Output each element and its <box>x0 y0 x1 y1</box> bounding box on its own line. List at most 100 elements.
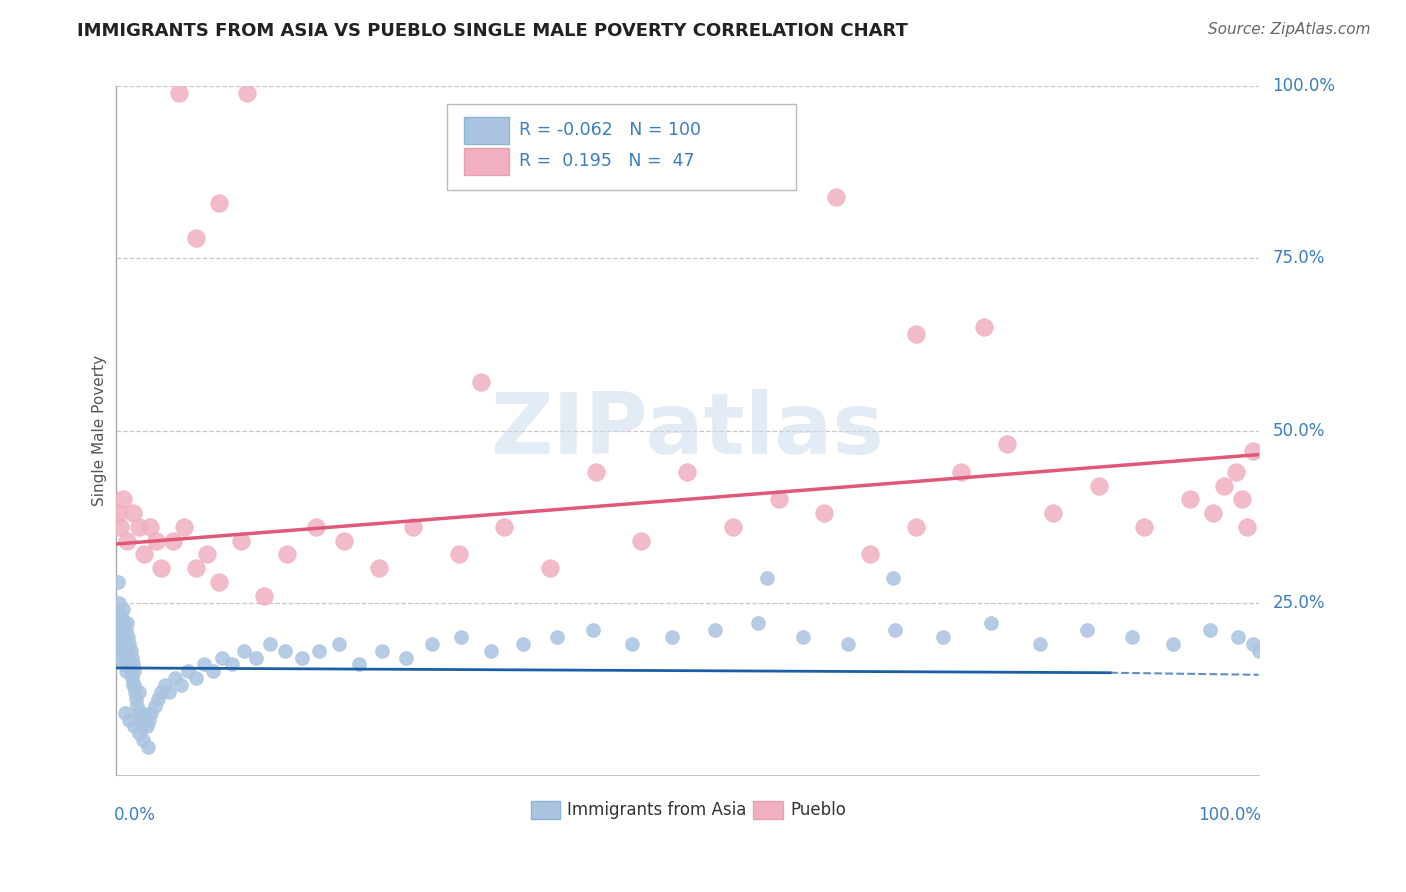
Point <box>995 437 1018 451</box>
Point <box>1161 637 1184 651</box>
Point <box>170 678 193 692</box>
Point <box>115 665 138 679</box>
Point <box>1241 637 1264 651</box>
Point <box>108 630 131 644</box>
Point <box>207 574 229 589</box>
Point <box>824 189 846 203</box>
Point <box>792 630 814 644</box>
Point <box>110 623 132 637</box>
Point <box>128 713 150 727</box>
Point <box>973 320 995 334</box>
Point <box>621 637 644 651</box>
Point <box>111 602 134 616</box>
Point <box>111 643 134 657</box>
Point <box>135 719 157 733</box>
Point <box>232 643 254 657</box>
Point <box>184 671 207 685</box>
Point <box>1241 444 1264 458</box>
Point <box>201 665 224 679</box>
Point <box>117 630 139 644</box>
Point <box>107 506 129 520</box>
Point <box>1225 465 1247 479</box>
Point <box>108 643 131 657</box>
Point <box>131 706 153 720</box>
Text: 100.0%: 100.0% <box>1272 78 1336 95</box>
Point <box>305 520 328 534</box>
Point <box>128 726 150 740</box>
Point <box>184 561 207 575</box>
Point <box>122 719 145 733</box>
Point <box>1227 630 1250 644</box>
Text: 50.0%: 50.0% <box>1272 422 1324 440</box>
Point <box>1230 492 1253 507</box>
Point <box>117 650 139 665</box>
Point <box>115 637 138 651</box>
Point <box>882 571 904 585</box>
Point <box>162 533 184 548</box>
Point <box>328 637 350 651</box>
Point <box>139 520 162 534</box>
Point <box>110 520 132 534</box>
Point <box>768 492 790 507</box>
Point <box>450 630 472 644</box>
Point <box>333 533 356 548</box>
Point <box>859 547 882 561</box>
Point <box>1178 492 1201 507</box>
Point <box>115 616 138 631</box>
Point <box>120 665 142 679</box>
Text: 75.0%: 75.0% <box>1272 250 1324 268</box>
Point <box>132 733 155 747</box>
Point <box>134 547 156 561</box>
FancyBboxPatch shape <box>530 801 561 819</box>
Point <box>211 650 233 665</box>
Point <box>236 87 259 101</box>
Point <box>145 533 167 548</box>
Point <box>1236 520 1258 534</box>
Point <box>291 650 314 665</box>
Point <box>1121 630 1143 644</box>
Point <box>110 650 132 665</box>
Text: R =  0.195   N =  47: R = 0.195 N = 47 <box>519 153 695 170</box>
Point <box>110 609 132 624</box>
Point <box>195 547 218 561</box>
Point <box>402 520 425 534</box>
Point <box>950 465 973 479</box>
Point <box>1133 520 1156 534</box>
Text: 25.0%: 25.0% <box>1272 593 1324 612</box>
Point <box>756 571 779 585</box>
Point <box>125 691 148 706</box>
Text: R = -0.062   N = 100: R = -0.062 N = 100 <box>519 121 702 139</box>
Point <box>114 643 136 657</box>
Point <box>274 643 297 657</box>
Point <box>371 643 394 657</box>
Point <box>139 706 162 720</box>
Point <box>112 657 135 672</box>
Point <box>127 698 149 713</box>
Point <box>259 637 281 651</box>
Point <box>884 623 907 637</box>
Point <box>538 561 561 575</box>
Point <box>721 520 744 534</box>
Point <box>121 671 143 685</box>
Point <box>121 657 143 672</box>
Point <box>980 616 1002 631</box>
Point <box>121 678 143 692</box>
Point <box>221 657 243 672</box>
Point <box>107 574 129 589</box>
Text: Immigrants from Asia: Immigrants from Asia <box>567 801 747 819</box>
Point <box>1247 643 1270 657</box>
Point <box>347 657 370 672</box>
Point <box>112 616 135 631</box>
Point <box>118 713 141 727</box>
Point <box>932 630 955 644</box>
Point <box>447 547 470 561</box>
Point <box>108 595 131 609</box>
Point <box>143 698 166 713</box>
Point <box>122 678 145 692</box>
Point <box>105 602 128 616</box>
Point <box>207 196 229 211</box>
Point <box>129 719 152 733</box>
Point <box>1042 506 1064 520</box>
Point <box>138 713 160 727</box>
Point <box>1198 623 1220 637</box>
